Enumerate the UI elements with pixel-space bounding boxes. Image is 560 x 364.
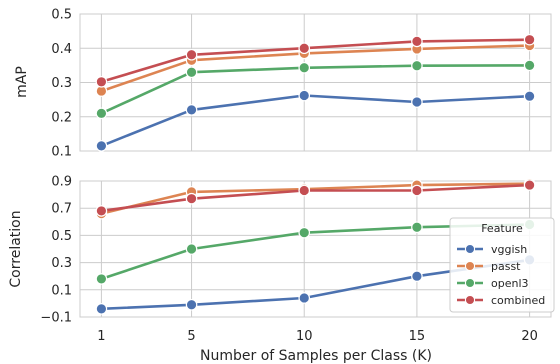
- legend-vggish-marker: [464, 243, 476, 255]
- correlation-combined-point: [411, 184, 423, 197]
- map-combined-point: [298, 42, 311, 55]
- map-vggish-point: [185, 104, 198, 116]
- correlation-vggish-point: [185, 298, 198, 311]
- map-y-tick-label: 0.1: [51, 145, 72, 160]
- map-openl3-point: [523, 59, 536, 72]
- legend-vggish-label: vggish: [491, 243, 527, 256]
- x-tick-label: 5: [187, 329, 195, 344]
- x-tick-labels: 1 5 10 15 20: [97, 329, 538, 344]
- correlation-y-tick-label: 0.1: [51, 283, 72, 298]
- x-tick-label: 20: [521, 329, 538, 344]
- map-vggish-point: [523, 90, 536, 102]
- x-tick-label: 15: [409, 329, 426, 344]
- legend: Feature vggish passt openl3 combined: [449, 217, 555, 313]
- map-combined-point: [523, 33, 536, 46]
- correlation-y-tick-label: 0.7: [51, 202, 72, 217]
- x-tick-label: 10: [296, 329, 313, 344]
- correlation-combined-point: [298, 184, 311, 197]
- legend-passt-label: passt: [491, 260, 521, 273]
- map-combined-point: [411, 35, 423, 48]
- map-y-tick-label: 0.4: [51, 42, 72, 57]
- map-combined-point: [95, 76, 108, 88]
- map-openl3-point: [95, 107, 108, 120]
- map-vggish-point: [411, 96, 423, 108]
- map-combined-point: [185, 48, 198, 61]
- map-series-combined: [95, 33, 536, 88]
- correlation-openl3-point: [411, 221, 423, 234]
- legend-frame: [449, 217, 555, 313]
- legend-item-vggish: vggish: [457, 243, 527, 256]
- legend-item-openl3: openl3: [457, 277, 529, 290]
- correlation-openl3-point: [185, 243, 198, 255]
- correlation-y-tick-label: 0.9: [51, 175, 72, 190]
- legend-openl3-label: openl3: [491, 277, 529, 290]
- correlation-y-tick-labels: −0.1 0.1 0.3 0.5 0.7 0.9: [40, 175, 72, 326]
- correlation-combined-point: [523, 179, 536, 191]
- map-openl3-point: [185, 66, 198, 79]
- correlation-vggish-point: [95, 303, 108, 315]
- correlation-combined-point: [95, 205, 108, 217]
- map-vggish-point: [298, 89, 311, 102]
- correlation-y-tick-label: 0.5: [51, 229, 72, 244]
- correlation-y-tick-label: −0.1: [40, 311, 72, 326]
- correlation-vggish-point: [411, 270, 423, 282]
- map-y-axis-label: mAP: [14, 66, 30, 98]
- correlation-panel: −0.10.10.30.50.70.9 1 5 10 15 20 Correlation…: [8, 175, 555, 364]
- legend-openl3-marker: [464, 277, 476, 289]
- map-y-tick-label: 0.2: [51, 110, 72, 125]
- correlation-series-combined: [95, 179, 536, 217]
- map-openl3-point: [298, 61, 311, 74]
- map-y-tick-labels: 0.1 0.2 0.3 0.4 0.5: [51, 8, 72, 160]
- correlation-y-axis-label: Correlation: [8, 210, 24, 287]
- map-series-openl3: [95, 59, 536, 120]
- legend-passt-marker: [464, 260, 476, 272]
- map-openl3-point: [411, 59, 423, 72]
- correlation-openl3-point: [298, 226, 311, 239]
- map-panel: 0.1 0.2 0.3 0.4 0.5 mAP: [14, 8, 552, 160]
- legend-item-combined: combined: [457, 294, 545, 307]
- correlation-vggish-point: [298, 292, 311, 304]
- map-y-tick-label: 0.3: [51, 76, 72, 91]
- legend-item-passt: passt: [457, 260, 521, 273]
- map-series: [95, 33, 536, 152]
- legend-combined-marker: [464, 294, 476, 306]
- x-tick-label: 1: [97, 329, 105, 344]
- map-vggish-point: [95, 140, 108, 152]
- correlation-openl3-point: [95, 273, 108, 285]
- correlation-combined-point: [185, 192, 198, 205]
- legend-combined-label: combined: [491, 294, 545, 307]
- x-axis-label: Number of Samples per Class (K): [200, 348, 432, 364]
- legend-title: Feature: [481, 222, 523, 235]
- map-series-vggish: [95, 89, 536, 152]
- correlation-y-tick-label: 0.3: [51, 256, 72, 271]
- map-y-tick-label: 0.5: [51, 8, 72, 23]
